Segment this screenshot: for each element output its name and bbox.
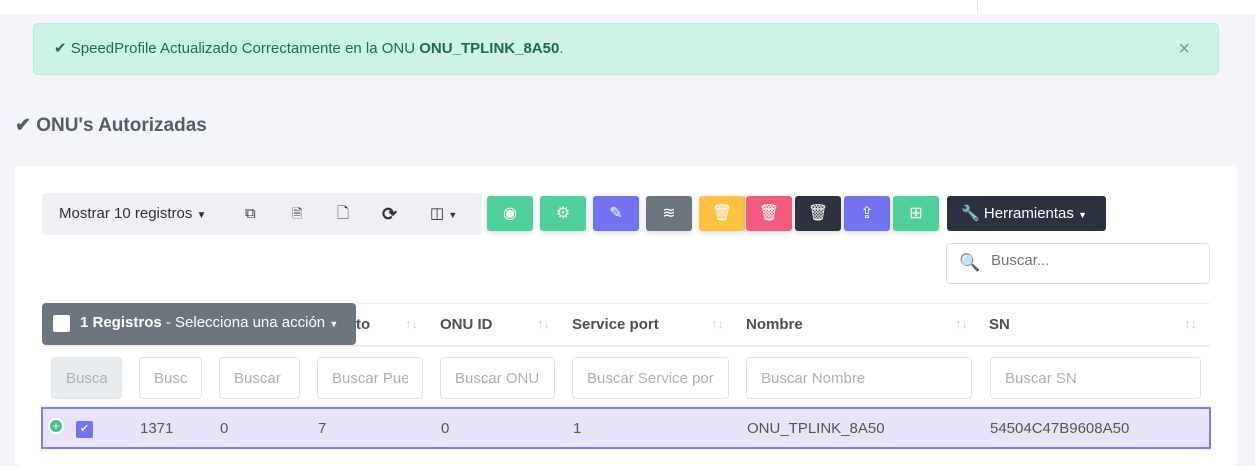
alert-suffix: . [559,40,564,57]
search-input[interactable] [991,252,1191,269]
file-text-icon[interactable]: 🗋 [337,205,350,222]
column-service-port[interactable]: Service port [572,316,659,333]
select-all-checkbox[interactable] [53,315,70,332]
edit-button[interactable]: ✎ [593,196,639,231]
wifi-icon: ≋ [662,205,676,222]
cell-puerto: 7 [318,420,327,437]
top-bar [0,0,1255,14]
caret-down-icon: ▼ [1078,210,1087,220]
sort-icon[interactable]: ↑↓ [405,316,418,331]
filter-input-sn[interactable] [990,357,1201,399]
page-length-label: Mostrar 10 registros [59,205,193,222]
page-length-dropdown[interactable]: Mostrar 10 registros ▼ [59,193,206,235]
filter-input-service-port[interactable] [572,357,729,399]
table-header: to ↑↓ ONU ID ↑↓ Service port ↑↓ Nombre ↑… [42,303,1210,347]
cell-nombre: ONU_TPLINK_8A50 [747,420,885,437]
upload-button[interactable]: ⇪ [844,196,890,231]
alert-text: SpeedProfile Actualizado Correctamente e… [70,40,420,57]
filter-input-3[interactable] [219,357,300,399]
gears-icon: ⚙ [555,205,571,222]
network-button[interactable]: ⊞ [893,196,939,231]
copy-icon[interactable]: ⧉ [245,205,256,222]
caret-down-icon: ▼ [329,319,339,329]
search-box: 🔍 [946,243,1210,284]
cell-service-port: 1 [573,420,582,437]
table-toolbar: Mostrar 10 registros ▼ ⧉ 🗎 🗋 ⟳ ◫ ▼ [42,193,482,235]
filter-input-nombre[interactable] [746,357,972,399]
close-icon[interactable]: × [1178,38,1190,60]
filter-input-puerto[interactable] [317,357,423,399]
sitemap-icon: ⊞ [909,205,923,222]
excel-icon[interactable]: 🗎 [292,206,303,221]
cell-3: 0 [220,420,229,437]
caret-down-icon: ▼ [196,210,207,221]
alert-onu: ONU_TPLINK_8A50 [419,40,560,57]
column-puerto[interactable]: to [356,316,371,333]
filter-input-onu-id[interactable] [440,357,555,399]
check-icon: ✔ [54,40,67,57]
filter-input-id[interactable] [139,357,202,399]
tools-label: Herramientas [983,205,1074,222]
delete-dark-button[interactable]: 🗑 [795,196,841,231]
selection-action: - Selecciona una acción [161,314,326,331]
sort-icon[interactable]: ↑↓ [1184,316,1197,331]
wrench-icon: 🔧 [961,205,980,222]
check-icon: ✔ [15,115,31,136]
delete-warn-button[interactable]: 🗑 [699,196,745,231]
trash-icon: 🗑 [758,205,780,222]
search-icon: 🔍 [959,253,981,272]
upload-icon: ⇪ [860,205,874,222]
delete-button[interactable]: 🗑 [746,196,792,231]
page-title-text: ONU's Autorizadas [36,115,207,136]
sort-icon[interactable]: ↑↓ [537,316,550,331]
eye-icon: ◉ [503,205,517,222]
refresh-icon[interactable]: ⟳ [382,204,398,224]
page-title: ✔ ONU's Autorizadas [15,114,207,137]
view-button[interactable]: ◉ [487,196,533,231]
columns-icon[interactable]: ◫ ▼ [430,205,458,222]
cell-id: 1371 [140,420,174,437]
trash-icon: 🗑 [807,205,829,222]
column-nombre[interactable]: Nombre [746,316,803,333]
table-row[interactable]: + ✔ 1371 0 7 0 1 ONU_TPLINK_8A50 54504C4… [41,407,1211,449]
success-alert: ✔ SpeedProfile Actualizado Correctamente… [33,23,1219,75]
expand-plus-icon[interactable]: + [48,418,64,434]
row-checkbox[interactable]: ✔ [76,421,93,438]
filter-input-1[interactable] [51,357,122,399]
tools-dropdown[interactable]: 🔧 Herramientas ▼ [947,196,1106,231]
selection-count: 1 Registros [80,314,162,331]
wifi-button[interactable]: ≋ [646,196,692,231]
column-onu-id[interactable]: ONU ID [440,316,493,333]
config-button[interactable]: ⚙ [540,196,586,231]
cell-onu-id: 0 [441,420,450,437]
cell-sn: 54504C47B9608A50 [990,420,1130,437]
selection-action-dropdown[interactable]: 1 Registros - Selecciona una acción ▼ [42,303,356,345]
sort-icon[interactable]: ↑↓ [711,316,724,331]
column-sn[interactable]: SN [989,316,1010,333]
trash-icon: 🗑 [711,205,733,222]
edit-icon: ✎ [609,205,623,222]
sort-icon[interactable]: ↑↓ [955,316,968,331]
